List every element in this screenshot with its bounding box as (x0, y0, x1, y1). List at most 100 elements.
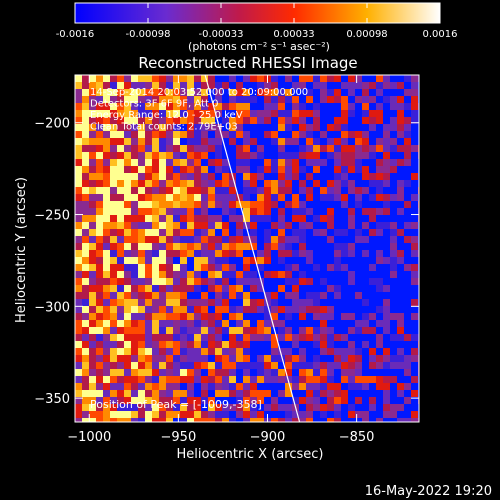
heatmap-cell (166, 243, 173, 250)
heatmap-cell (138, 82, 145, 89)
heatmap-cell (89, 187, 96, 194)
heatmap-cell (117, 152, 124, 159)
heatmap-cell (152, 110, 159, 117)
heatmap-cell (75, 222, 82, 229)
heatmap-cell (103, 96, 110, 103)
heatmap-cell (103, 292, 110, 299)
heatmap-cell (299, 75, 306, 82)
heatmap-cell (334, 131, 341, 138)
heatmap-cell (180, 250, 187, 257)
heatmap-cell (320, 194, 327, 201)
heatmap-cell (369, 194, 376, 201)
heatmap-cell (327, 285, 334, 292)
heatmap-cell (229, 355, 236, 362)
heatmap-cell (96, 243, 103, 250)
heatmap-cell (173, 82, 180, 89)
heatmap-cell (75, 166, 82, 173)
heatmap-cell (124, 187, 131, 194)
heatmap-cell (243, 285, 250, 292)
heatmap-cell (390, 376, 397, 383)
heatmap-cell (292, 236, 299, 243)
heatmap-cell (404, 229, 411, 236)
heatmap-cell (75, 138, 82, 145)
heatmap-cell (320, 117, 327, 124)
heatmap-cell (166, 285, 173, 292)
heatmap-cell (383, 166, 390, 173)
heatmap-cell (292, 201, 299, 208)
heatmap-cell (229, 208, 236, 215)
heatmap-cell (362, 250, 369, 257)
heatmap-cell (278, 103, 285, 110)
heatmap-cell (96, 201, 103, 208)
heatmap-cell (208, 418, 215, 422)
heatmap-cell (411, 103, 418, 110)
heatmap-cell (82, 187, 89, 194)
heatmap-cell (96, 82, 103, 89)
heatmap-cell (229, 369, 236, 376)
heatmap-cell (257, 103, 264, 110)
heatmap-cell (348, 383, 355, 390)
heatmap-cell (201, 327, 208, 334)
heatmap-cell (187, 96, 194, 103)
heatmap-cell (397, 215, 404, 222)
heatmap-cell (117, 166, 124, 173)
heatmap-cell (159, 166, 166, 173)
heatmap-cell (376, 390, 383, 397)
heatmap-cell (215, 236, 222, 243)
heatmap-cell (103, 208, 110, 215)
heatmap-cell (96, 166, 103, 173)
heatmap-cell (243, 299, 250, 306)
heatmap-cell (369, 215, 376, 222)
heatmap-cell (362, 341, 369, 348)
heatmap-cell (299, 103, 306, 110)
heatmap-cell (166, 376, 173, 383)
heatmap-cell (320, 145, 327, 152)
heatmap-cell (348, 222, 355, 229)
heatmap-cell (411, 278, 418, 285)
heatmap-cell (250, 278, 257, 285)
heatmap-cell (110, 397, 117, 404)
heatmap-cell (166, 89, 173, 96)
heatmap-cell (166, 145, 173, 152)
heatmap-cell (152, 152, 159, 159)
heatmap-cell (264, 166, 271, 173)
heatmap-cell (327, 299, 334, 306)
heatmap-cell (110, 75, 117, 82)
heatmap-cell (250, 390, 257, 397)
heatmap-cell (306, 397, 313, 404)
heatmap-cell (152, 313, 159, 320)
heatmap-cell (341, 208, 348, 215)
heatmap-cell (404, 271, 411, 278)
heatmap-cell (229, 117, 236, 124)
heatmap-cell (82, 236, 89, 243)
heatmap-cell (166, 82, 173, 89)
heatmap-cell (208, 264, 215, 271)
heatmap-cell (110, 222, 117, 229)
heatmap-cell (362, 299, 369, 306)
heatmap-cell (313, 152, 320, 159)
heatmap-cell (313, 306, 320, 313)
heatmap-cell (229, 250, 236, 257)
heatmap-cell (187, 229, 194, 236)
heatmap-cell (152, 355, 159, 362)
heatmap-cell (173, 257, 180, 264)
heatmap-cell (264, 264, 271, 271)
heatmap-cell (103, 194, 110, 201)
heatmap-cell (383, 117, 390, 124)
heatmap-cell (306, 180, 313, 187)
heatmap-cell (117, 334, 124, 341)
heatmap-cell (124, 103, 131, 110)
heatmap-cell (404, 341, 411, 348)
heatmap-cell (75, 173, 82, 180)
heatmap-cell (110, 285, 117, 292)
heatmap-cell (390, 96, 397, 103)
heatmap-cell (278, 215, 285, 222)
heatmap-cell (327, 341, 334, 348)
heatmap-cell (222, 250, 229, 257)
heatmap-cell (355, 397, 362, 404)
heatmap-cell (75, 362, 82, 369)
heatmap-cell (320, 215, 327, 222)
heatmap-cell (299, 89, 306, 96)
heatmap-cell (110, 208, 117, 215)
heatmap-cell (355, 75, 362, 82)
